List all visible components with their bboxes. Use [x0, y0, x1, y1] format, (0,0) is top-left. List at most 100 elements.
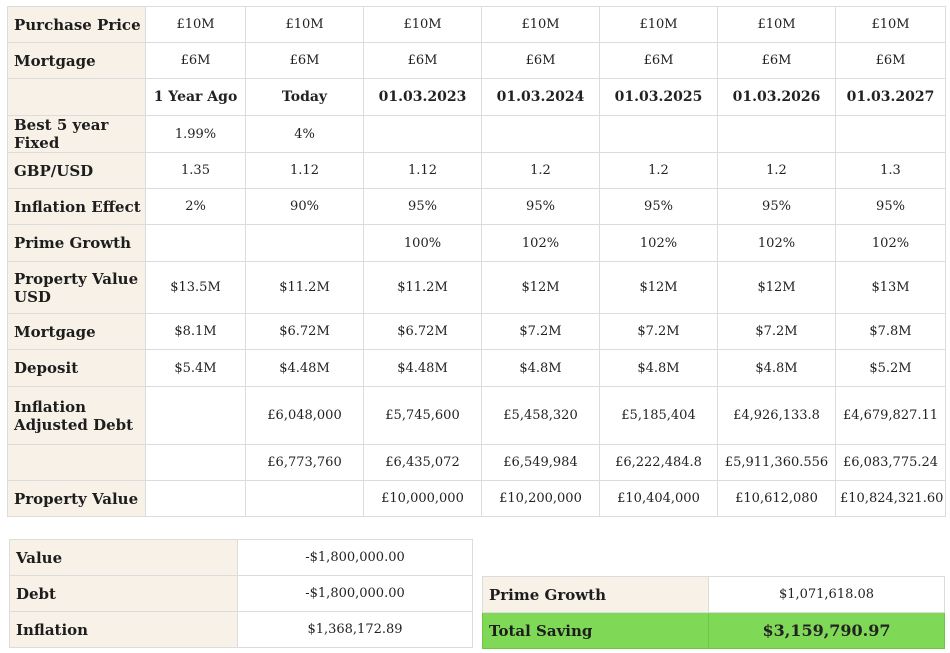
table-cell: £6M	[363, 42, 482, 79]
row-label: Property Value USD	[7, 261, 146, 314]
summary-value: $1,071,618.08	[708, 576, 945, 613]
row-label	[7, 78, 146, 116]
column-header: 01.03.2027	[835, 78, 946, 116]
table-cell: $7.8M	[835, 313, 946, 350]
table-cell: 102%	[599, 224, 718, 262]
column-header: 01.03.2023	[363, 78, 482, 116]
summary-label: Debt	[9, 575, 238, 612]
column-header: 01.03.2026	[717, 78, 836, 116]
row-label	[7, 444, 146, 481]
table-cell: £10M	[835, 6, 946, 43]
table-cell: 102%	[835, 224, 946, 262]
table-cell: £6,083,775.24	[835, 444, 946, 481]
table-cell: 102%	[481, 224, 600, 262]
table-cell	[145, 224, 246, 262]
summary-value: $1,368,172.89	[237, 611, 473, 648]
table-cell: $4.8M	[599, 349, 718, 387]
table-cell: 95%	[481, 188, 600, 225]
column-header: 01.03.2025	[599, 78, 718, 116]
table-cell: £6,048,000	[245, 386, 364, 445]
column-header: 01.03.2024	[481, 78, 600, 116]
table-cell: 1.2	[599, 152, 718, 189]
table-row: Purchase Price £10M £10M £10M £10M £10M £10M £1…	[7, 6, 946, 43]
column-header: Today	[245, 78, 364, 116]
table-cell	[245, 480, 364, 517]
table-row: Property Value USD $13.5M $11.2M $11.2M $12M…	[7, 261, 946, 314]
table-cell: 1.99%	[145, 115, 246, 153]
table-cell: £6,773,760	[245, 444, 364, 481]
table-cell	[835, 115, 946, 153]
projection-table: Purchase Price £10M £10M £10M £10M £10M £10M £1…	[7, 6, 946, 517]
table-cell: 95%	[363, 188, 482, 225]
table-cell: 2%	[145, 188, 246, 225]
table-cell	[717, 115, 836, 153]
table-cell: £10M	[363, 6, 482, 43]
table-cell: £6M	[245, 42, 364, 79]
summary-left-table: Value -$1,800,000.00 Debt -$1,800,000.00 Inf…	[9, 539, 473, 648]
table-cell	[145, 480, 246, 517]
table-cell: £10M	[245, 6, 364, 43]
table-cell: 1.12	[245, 152, 364, 189]
table-cell: £6,435,072	[363, 444, 482, 481]
summary-value: -$1,800,000.00	[237, 539, 473, 576]
table-row: Prime Growth 100% 102% 102% 102% 102%	[7, 224, 946, 262]
summary-row: Value -$1,800,000.00	[9, 539, 473, 576]
table-cell: £4,926,133.8	[717, 386, 836, 445]
table-cell: $5.4M	[145, 349, 246, 387]
summary-right-table: Prime Growth $1,071,618.08 Total Saving $3,…	[482, 576, 945, 649]
table-row: Best 5 year Fixed 1.99% 4%	[7, 115, 946, 153]
table-cell	[481, 115, 600, 153]
table-cell: $7.2M	[599, 313, 718, 350]
summary-label: Prime Growth	[482, 576, 709, 613]
table-cell: 1.2	[481, 152, 600, 189]
table-cell: $6.72M	[363, 313, 482, 350]
table-cell: £6M	[481, 42, 600, 79]
table-cell: £10M	[717, 6, 836, 43]
table-cell: £10M	[481, 6, 600, 43]
table-row: Inflation Adjusted Debt £6,048,000 £5,745,…	[7, 386, 946, 445]
row-label: Inflation Adjusted Debt	[7, 386, 146, 445]
table-row: Inflation Effect 2% 90% 95% 95% 95% 95% 95%	[7, 188, 946, 225]
table-cell: £10,612,080	[717, 480, 836, 517]
summary-row: Prime Growth $1,071,618.08	[482, 576, 945, 613]
table-cell: 90%	[245, 188, 364, 225]
table-cell: $12M	[481, 261, 600, 314]
table-cell: $4.48M	[245, 349, 364, 387]
table-cell	[599, 115, 718, 153]
row-label: Prime Growth	[7, 224, 146, 262]
row-label: Property Value	[7, 480, 146, 517]
summary-row: Debt -$1,800,000.00	[9, 575, 473, 612]
table-cell: £5,458,320	[481, 386, 600, 445]
table-cell: 95%	[599, 188, 718, 225]
table-cell: £6M	[145, 42, 246, 79]
column-header: 1 Year Ago	[145, 78, 246, 116]
table-cell: £10,000,000	[363, 480, 482, 517]
table-cell: $5.2M	[835, 349, 946, 387]
table-cell: $13.5M	[145, 261, 246, 314]
table-row: 1 Year Ago Today 01.03.2023 01.03.2024 01.03…	[7, 78, 946, 116]
total-saving-row: Total Saving $3,159,790.97	[482, 612, 945, 649]
table-cell: £10,200,000	[481, 480, 600, 517]
table-cell: $13M	[835, 261, 946, 314]
table-cell: $6.72M	[245, 313, 364, 350]
table-cell: $4.48M	[363, 349, 482, 387]
table-cell: 1.3	[835, 152, 946, 189]
row-label: Mortgage	[7, 42, 146, 79]
table-cell: £4,679,827.11	[835, 386, 946, 445]
table-cell: 1.2	[717, 152, 836, 189]
table-cell: $11.2M	[363, 261, 482, 314]
table-cell: 100%	[363, 224, 482, 262]
row-label: Inflation Effect	[7, 188, 146, 225]
table-cell: 1.35	[145, 152, 246, 189]
row-label: Deposit	[7, 349, 146, 387]
summary-label: Value	[9, 539, 238, 576]
table-row: GBP/USD 1.35 1.12 1.12 1.2 1.2 1.2 1.3	[7, 152, 946, 189]
table-cell	[363, 115, 482, 153]
table-cell	[145, 386, 246, 445]
table-cell: £6,222,484.8	[599, 444, 718, 481]
table-cell: £10M	[145, 6, 246, 43]
summary-value: $3,159,790.97	[708, 612, 945, 649]
table-cell	[245, 224, 364, 262]
table-cell: $12M	[717, 261, 836, 314]
table-cell: £10,824,321.60	[835, 480, 946, 517]
